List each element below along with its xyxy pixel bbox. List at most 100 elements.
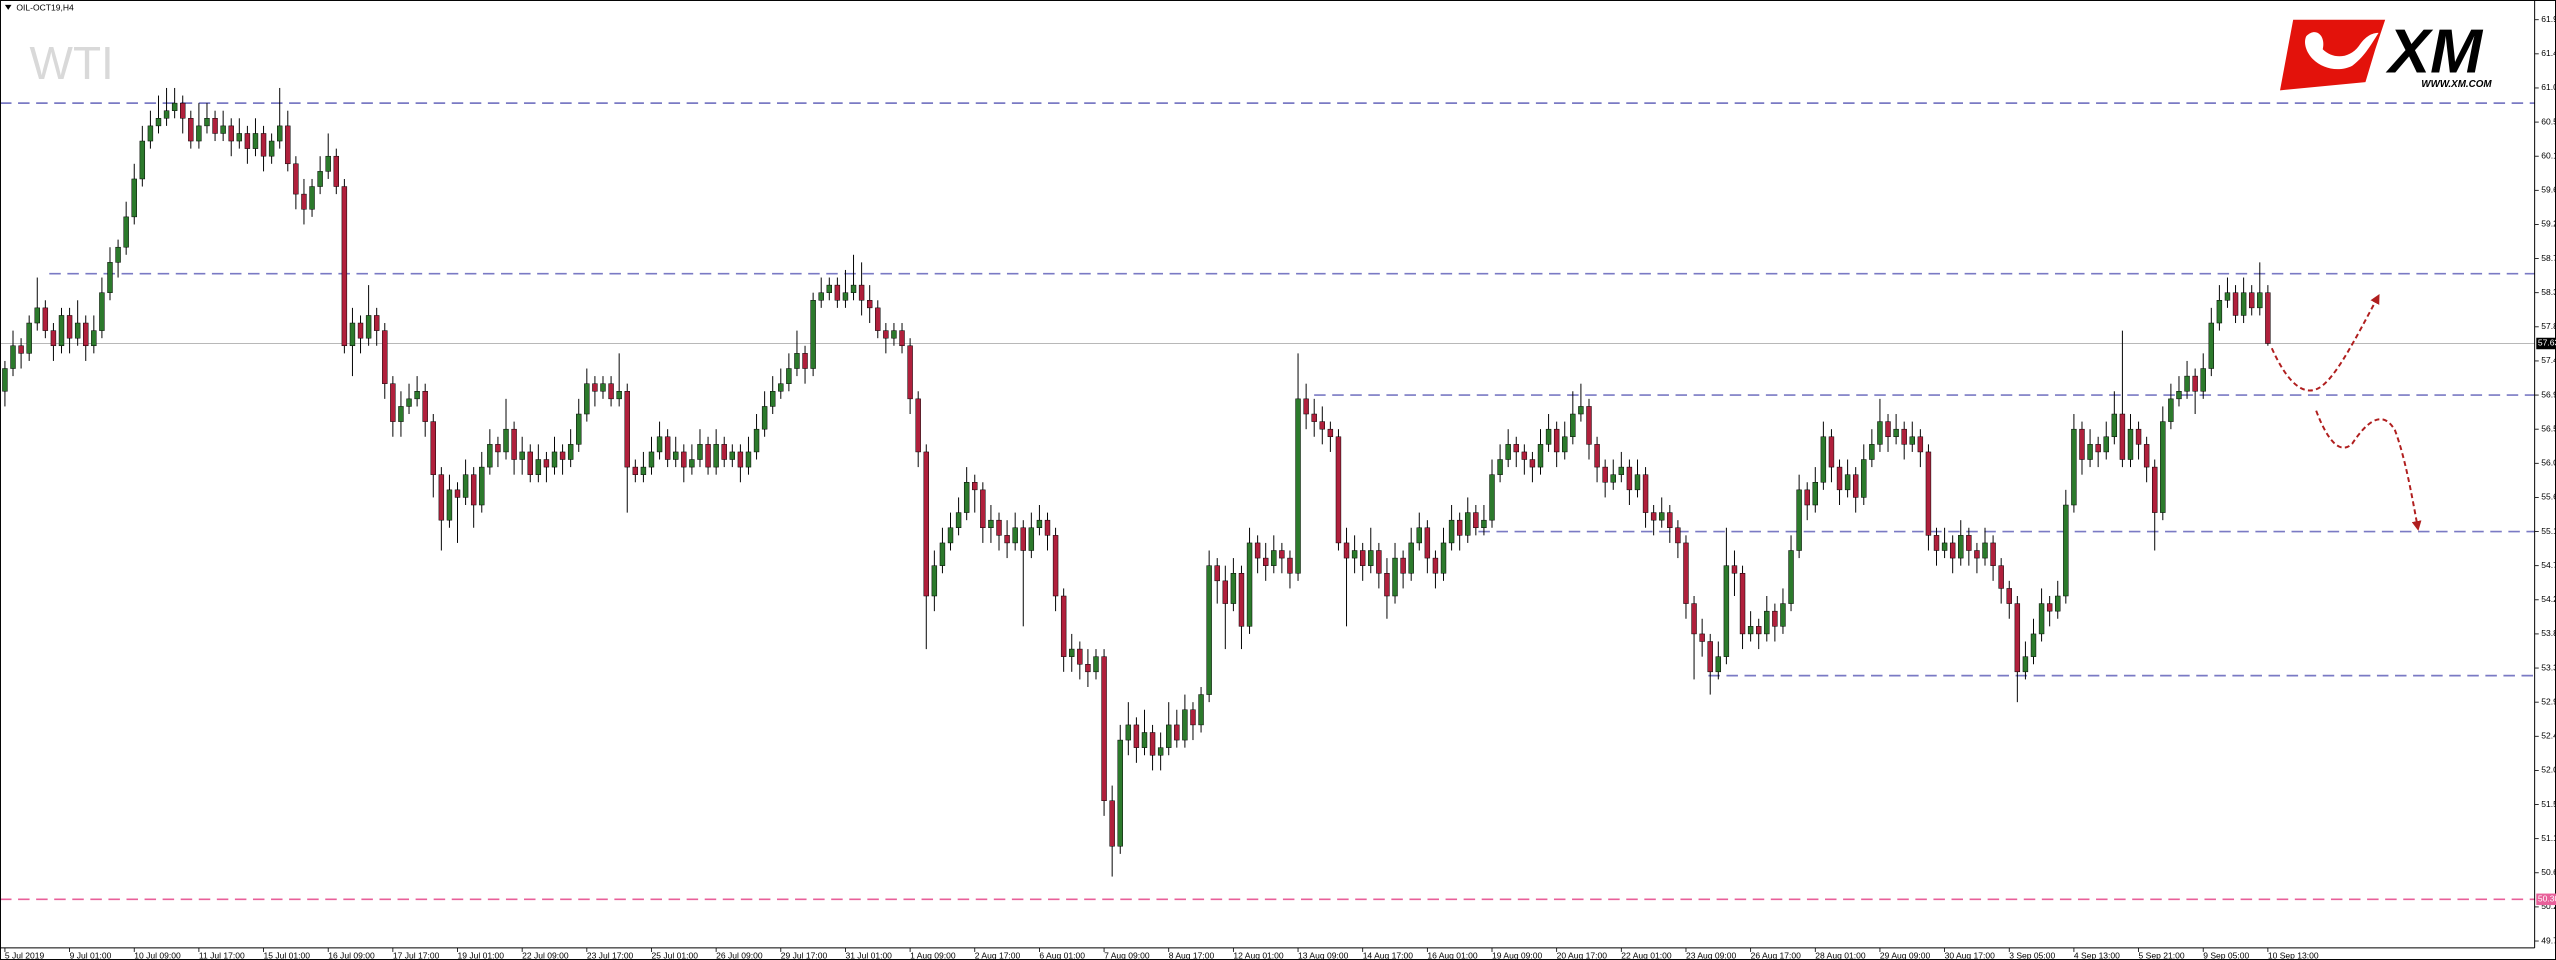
candle-body: [980, 489, 986, 529]
candle-body: [1739, 573, 1746, 635]
symbol-menu-icon[interactable]: [4, 4, 12, 10]
candle-body: [293, 163, 299, 195]
candle-body: [1166, 724, 1172, 748]
y-tick-label: 54.25: [2541, 594, 2556, 604]
candle-body: [705, 444, 711, 468]
candle-body: [1036, 519, 1043, 529]
candle-body: [543, 459, 550, 468]
x-tick-label: 2 Aug 17:00: [975, 950, 1021, 960]
candle-body: [608, 383, 614, 400]
x-tick-label: 31 Jul 01:00: [845, 950, 892, 960]
candle-body: [1553, 428, 1560, 453]
candle-body: [802, 353, 808, 369]
candle-body: [204, 118, 210, 127]
candle-body: [2176, 391, 2182, 400]
candle-body: [1812, 482, 1818, 506]
candle-body: [1505, 444, 1511, 460]
candle-body: [786, 368, 792, 384]
candle-body: [1335, 436, 1342, 544]
candle-body: [115, 246, 121, 263]
candle-body: [1263, 557, 1269, 566]
candle-body: [1610, 474, 1616, 483]
candle-body: [1214, 565, 1220, 582]
y-tick-label: 57.85: [2541, 321, 2556, 331]
candle-body: [1303, 398, 1309, 415]
candle-body: [770, 391, 776, 407]
candle-body: [681, 451, 687, 468]
y-tick-label: 60.55: [2541, 116, 2556, 126]
candle-body: [2038, 603, 2045, 635]
candle-body: [1465, 512, 1471, 536]
candle-body: [1650, 512, 1657, 521]
candle-body: [2, 368, 8, 392]
candle-body: [1319, 421, 1325, 430]
candle-body: [1642, 474, 1649, 513]
candle-body: [745, 451, 752, 468]
candle-body: [123, 216, 129, 248]
candle-body: [1004, 535, 1010, 544]
candle-body: [761, 406, 768, 430]
x-tick-label: 19 Jul 01:00: [458, 950, 505, 960]
x-tick-label: 1 Aug 09:00: [910, 950, 956, 960]
candle-body: [753, 428, 760, 453]
candle-body: [883, 330, 889, 339]
x-tick-label: 15 Jul 01:00: [264, 950, 311, 960]
candle-body: [1230, 573, 1237, 604]
candle-body: [2006, 588, 2012, 604]
candle-body: [1683, 542, 1689, 604]
candle-body: [689, 459, 695, 468]
candle-body: [2257, 292, 2263, 309]
candle-body: [42, 307, 49, 331]
candle-body: [1578, 406, 1584, 415]
candle-body: [1343, 542, 1350, 559]
candle-body: [2095, 444, 2101, 453]
candle-body: [1796, 489, 1802, 551]
candle-body: [1359, 550, 1366, 566]
candle-body: [1901, 428, 1907, 445]
x-tick-label: 4 Sep 13:00: [2074, 950, 2120, 960]
candle-body: [729, 451, 736, 460]
x-tick-label: 5 Jul 2019: [5, 950, 45, 960]
forecast-arrows: [2270, 293, 2422, 531]
candle-body: [2240, 292, 2247, 316]
candle-body: [1699, 633, 1705, 642]
candle-body: [1044, 519, 1051, 536]
candle-body: [196, 125, 202, 142]
x-tick-label: 13 Aug 09:00: [1298, 950, 1349, 960]
candle-body: [1432, 557, 1439, 574]
y-tick-label: 58.30: [2541, 287, 2556, 297]
candle-body: [1958, 535, 1964, 559]
candle-body: [1125, 724, 1132, 741]
candle-body: [414, 391, 420, 400]
candle-body: [438, 474, 445, 521]
candle-body: [673, 451, 679, 460]
candle-body: [850, 284, 857, 293]
candle-body: [495, 444, 501, 453]
candle-body: [1408, 542, 1414, 574]
x-tick-label: 20 Aug 17:00: [1557, 950, 1608, 960]
candle-body: [1246, 542, 1253, 627]
candle-body: [382, 330, 388, 384]
candle-body: [972, 482, 978, 491]
candle-body: [1182, 709, 1188, 741]
candle-body: [1327, 428, 1334, 438]
x-tick-label: 11 Jul 17:00: [199, 950, 245, 960]
candle-body: [519, 451, 525, 460]
candle-body: [2071, 428, 2077, 506]
candle-body: [1772, 610, 1778, 627]
candle-body: [1440, 542, 1447, 574]
candle-body: [551, 451, 558, 468]
candle-body: [220, 125, 226, 134]
candle-body: [487, 444, 493, 468]
x-tick-label: 8 Aug 17:00: [1169, 950, 1215, 960]
candle-body: [1521, 451, 1528, 460]
candle-body: [721, 444, 727, 460]
candle-body: [1424, 527, 1431, 559]
candle-body: [373, 315, 380, 331]
x-tick-label: 10 Sep 13:00: [2268, 950, 2319, 960]
candle-body: [1157, 747, 1164, 756]
candle-body: [1917, 436, 1924, 453]
candle-body: [1982, 542, 1988, 559]
candle-body: [212, 118, 218, 134]
